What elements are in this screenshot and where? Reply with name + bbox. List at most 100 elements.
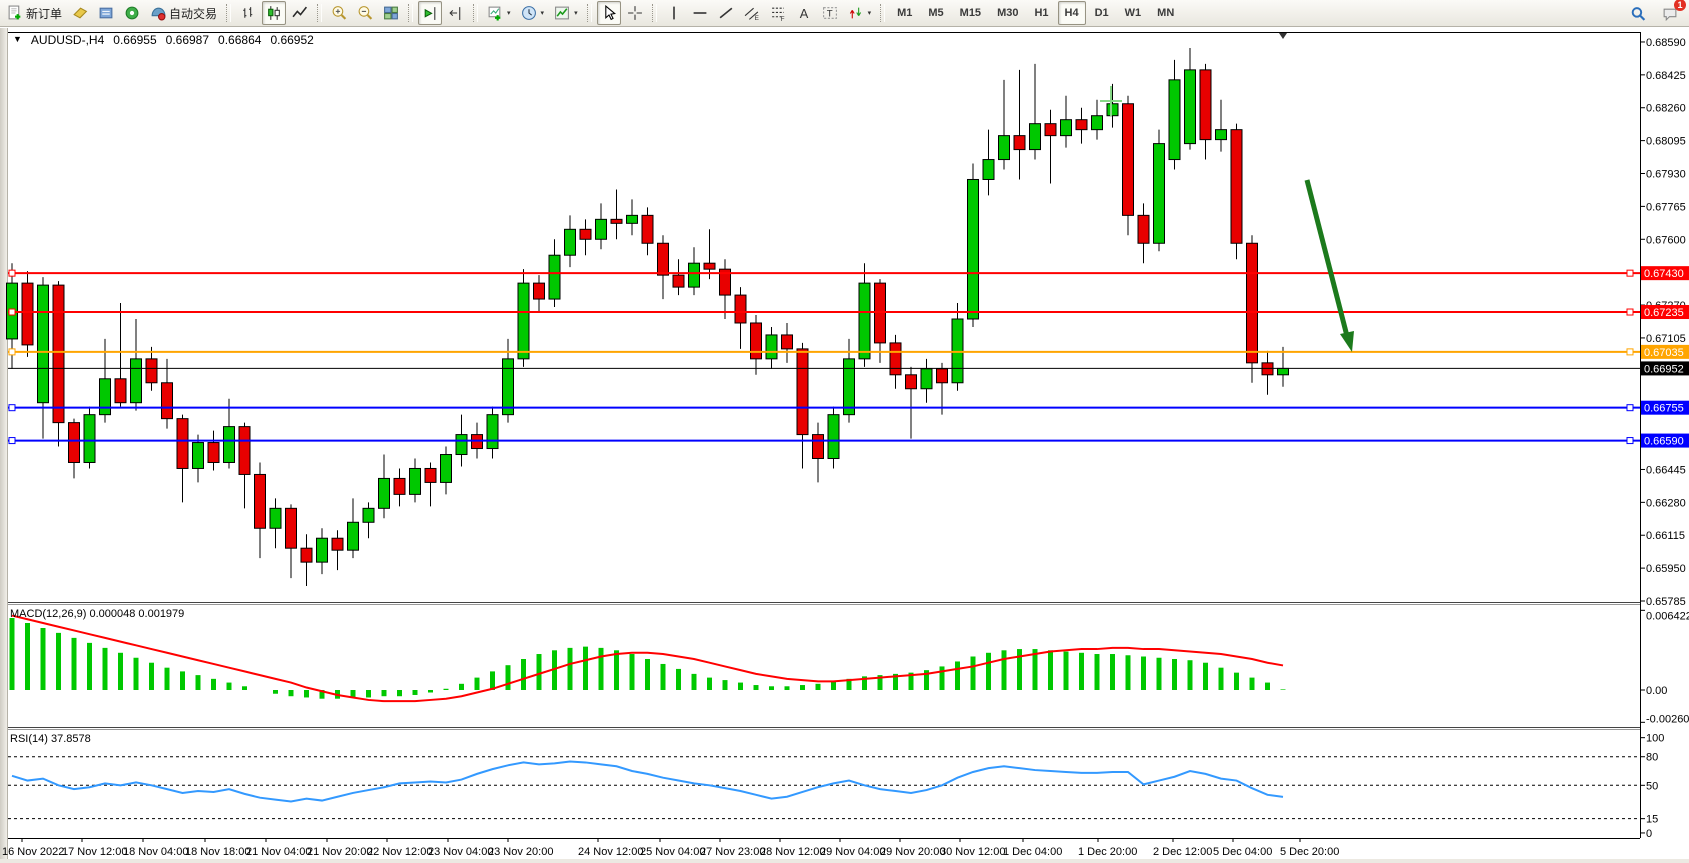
bear-candle [812,434,824,460]
bull-candle [1029,123,1041,151]
chevron-down-icon[interactable]: ▾ [574,10,578,17]
svg-text:100: 100 [1646,733,1664,745]
notifications-button[interactable]: 1 [1658,0,1686,26]
bear-candle [719,268,731,296]
svg-text:29 Nov 04:00: 29 Nov 04:00 [820,846,885,858]
line-chart-button[interactable] [288,1,312,25]
tf-d1-button[interactable]: D1 [1088,1,1116,25]
bear-candle [796,348,809,436]
indicators-button[interactable]: ▾ [550,1,582,25]
bear-candle [1122,103,1134,216]
svg-text:1 Dec 20:00: 1 Dec 20:00 [1078,846,1137,858]
chevron-down-icon[interactable]: ▾ [540,10,545,17]
tf-h4-button[interactable]: H4 [1057,1,1086,25]
horizontal-line-button[interactable] [688,1,712,25]
svg-text:A: A [799,6,808,21]
price-flag: 0.67430 [1641,266,1689,281]
bull-candle [1184,69,1196,145]
bull-candle [626,214,638,224]
toolbar-group [235,0,313,26]
svg-text:-0.002603: -0.002603 [1646,713,1689,725]
crosshair-button[interactable] [623,1,647,25]
trend-arrow[interactable] [1304,179,1354,352]
tf-m5-button[interactable]: M5 [921,1,950,25]
tf-m30-button-label: M30 [997,7,1019,19]
zoom-in-button[interactable] [327,1,351,25]
tf-m15-button[interactable]: M15 [953,1,988,25]
svg-text:25 Nov 04:00: 25 Nov 04:00 [640,846,705,858]
channel-button[interactable]: E [740,1,764,25]
fibonacci-button[interactable]: F [766,1,790,25]
macd-signal-line [11,614,1284,703]
navigator-button[interactable] [94,1,118,25]
label-button[interactable]: T [818,1,842,25]
cursor-button[interactable] [596,1,621,25]
line-handle [8,269,16,277]
svg-text:0.67105: 0.67105 [1646,333,1686,345]
new-order-button[interactable]: 新订单 [3,1,66,25]
search-button[interactable] [1626,2,1650,26]
tf-w1-button[interactable]: W1 [1118,1,1149,25]
bear-candle [750,322,762,360]
market-watch-button[interactable] [68,1,92,25]
new-order-icon [7,5,23,21]
trendline-button[interactable] [714,1,738,25]
bar-chart-button[interactable] [236,1,260,25]
bear-candle [1199,69,1212,141]
tf-m1-button[interactable]: M1 [890,1,919,25]
svg-text:F: F [780,16,784,21]
svg-text:0.67600: 0.67600 [1646,234,1686,246]
svg-text:0.67765: 0.67765 [1646,201,1686,213]
svg-text:29 Nov 20:00: 29 Nov 20:00 [880,846,945,858]
horizontal-line[interactable] [8,348,1640,356]
tf-h1-button[interactable]: H1 [1027,1,1055,25]
profiles-button[interactable]: ▾ [517,1,549,25]
bull-candle [362,507,375,523]
bear-candle [781,334,793,350]
horizontal-line[interactable] [8,269,1640,277]
tf-mn-button[interactable]: MN [1150,1,1181,25]
arrows-button[interactable]: ▾ [844,1,876,25]
bull-candle [486,414,499,450]
candlestick-button[interactable] [262,1,287,25]
data-window-button[interactable] [120,1,144,25]
new-chart-button[interactable]: ▾ [483,1,515,25]
svg-text:23 Nov 04:00: 23 Nov 04:00 [428,846,493,858]
bear-candle [1230,129,1243,244]
bull-candle [409,467,421,495]
chevron-down-icon[interactable]: ▾ [507,10,511,17]
auto-scroll-button[interactable] [418,1,443,25]
toolbar-group: M1 M5 M15 M30 H1 H4 D1 W1 MN [889,0,1182,26]
autotrading-button[interactable]: 自动交易 [146,1,221,25]
bull-candle [1091,115,1103,131]
bear-candle [533,282,545,300]
bear-candle [21,282,34,346]
macd-indicator-label: MACD(12,26,9) 0.000048 0.001979 [10,608,185,620]
horizontal-line[interactable] [8,404,1640,412]
horizontal-line[interactable] [8,437,1640,445]
tile-windows-button[interactable] [379,1,403,25]
horizontal-line[interactable] [8,308,1640,316]
svg-text:0.66590: 0.66590 [1644,436,1684,448]
chevron-down-icon[interactable]: ▼ [13,34,22,44]
trendline-icon [718,5,734,21]
svg-text:0.68260: 0.68260 [1646,103,1686,115]
cross-marker[interactable] [1100,86,1122,116]
bull-candle [1060,119,1072,137]
bear-candle [68,422,80,463]
vertical-line-button[interactable] [662,1,686,25]
bear-candle [145,358,158,384]
chart-shift-button[interactable] [444,1,468,25]
toolbar-group: E F A T ▾ [661,0,877,26]
chevron-down-icon[interactable]: ▾ [867,10,872,17]
chart-title: ▼ AUDUSD-,H4 0.66955 0.66987 0.66864 0.6… [13,33,314,47]
svg-text:0.67930: 0.67930 [1646,169,1686,181]
zoom-out-button[interactable] [353,1,377,25]
svg-text:5 Dec 04:00: 5 Dec 04:00 [1213,846,1272,858]
pane-borders [8,32,1641,839]
text-button[interactable]: A [792,1,816,25]
tf-m30-button[interactable]: M30 [990,1,1025,25]
price-flag: 0.67035 [1641,344,1689,359]
candle-series [6,47,1289,587]
data-window-icon [124,5,140,21]
